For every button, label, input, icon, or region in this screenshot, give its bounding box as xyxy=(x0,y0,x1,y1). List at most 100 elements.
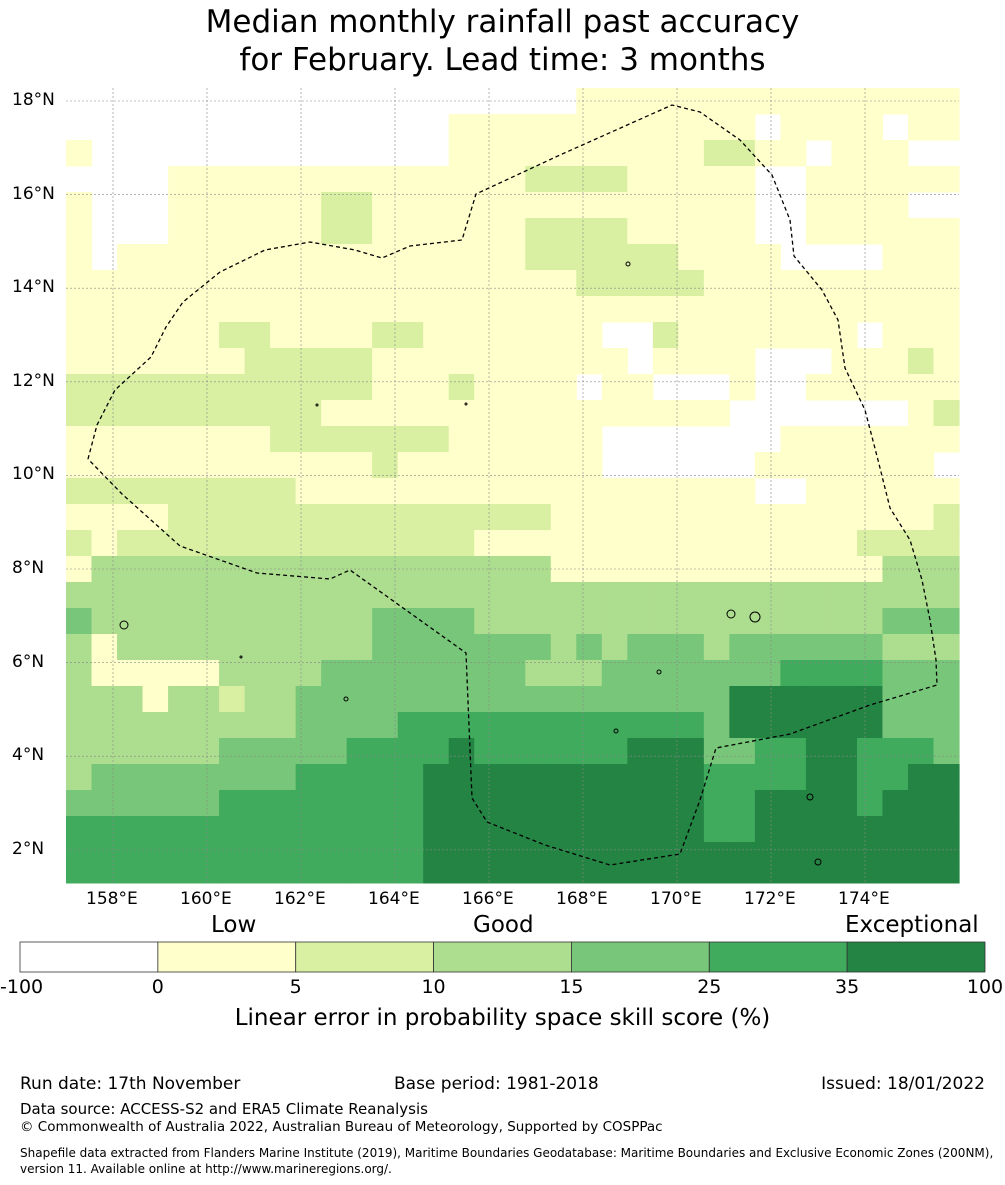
skill-cell xyxy=(678,322,705,349)
skill-cell xyxy=(66,530,93,557)
skill-cell xyxy=(550,114,577,141)
skill-cell xyxy=(270,322,297,349)
skill-cell xyxy=(754,868,781,884)
skill-cell xyxy=(168,452,195,479)
skill-cell xyxy=(754,296,781,323)
skill-cell xyxy=(474,244,501,271)
skill-cell xyxy=(372,296,399,323)
skill-cell xyxy=(550,244,577,271)
skill-cell xyxy=(193,582,220,609)
skill-cell xyxy=(754,712,781,739)
skill-cell xyxy=(907,166,935,193)
skill-cell xyxy=(856,270,884,297)
skill-cell xyxy=(882,868,909,884)
skill-cell xyxy=(91,322,118,349)
skill-cell xyxy=(66,738,93,765)
skill-cell xyxy=(933,686,960,713)
skill-cell xyxy=(831,218,858,245)
skill-cell xyxy=(678,608,705,635)
skill-cell xyxy=(831,478,858,505)
skill-cell xyxy=(831,140,858,167)
skill-cell xyxy=(525,426,552,453)
skill-cell xyxy=(244,842,271,869)
skill-cell xyxy=(397,322,424,349)
skill-cell xyxy=(780,686,807,713)
skill-cell xyxy=(66,582,93,609)
skill-cell xyxy=(168,426,195,453)
skill-cell xyxy=(346,166,373,193)
skill-cell xyxy=(907,478,935,505)
skill-cell xyxy=(831,608,858,635)
skill-cell xyxy=(321,842,348,869)
skill-cell xyxy=(397,218,424,245)
skill-cell xyxy=(193,842,220,869)
skill-cell xyxy=(219,478,246,505)
skill-cell xyxy=(780,322,807,349)
skill-cell xyxy=(729,218,756,245)
skill-cell xyxy=(831,504,858,531)
skill-cell xyxy=(576,114,603,141)
skill-cell xyxy=(372,660,399,687)
skill-cell xyxy=(117,634,144,661)
skill-cell xyxy=(372,634,399,661)
skill-cell xyxy=(499,634,526,661)
skill-cell xyxy=(474,140,501,167)
skill-cell xyxy=(372,556,399,583)
skill-cell xyxy=(397,530,424,557)
skill-cell xyxy=(780,426,807,453)
island-outline xyxy=(814,858,822,866)
skill-cell xyxy=(168,764,195,791)
skill-cell xyxy=(423,322,450,349)
skill-cell xyxy=(474,712,501,739)
skill-cell xyxy=(525,608,552,635)
skill-cell xyxy=(91,270,118,297)
skill-cell xyxy=(91,400,118,427)
island-outline xyxy=(343,696,349,702)
skill-cell xyxy=(525,140,552,167)
skill-cell xyxy=(550,504,577,531)
skill-cell xyxy=(474,270,501,297)
colorbar-segment xyxy=(295,941,434,973)
skill-cell xyxy=(652,582,679,609)
skill-cell xyxy=(907,816,935,843)
skill-cell xyxy=(244,764,271,791)
skill-cell xyxy=(882,166,909,193)
skill-cell xyxy=(372,738,399,765)
skill-cell xyxy=(627,296,654,323)
skill-cell xyxy=(219,660,246,687)
island-outline xyxy=(315,403,319,407)
skill-cell xyxy=(117,868,144,884)
skill-cell xyxy=(168,296,195,323)
skill-cell xyxy=(703,218,730,245)
skill-cell xyxy=(882,478,909,505)
skill-cell xyxy=(117,400,144,427)
skill-cell xyxy=(193,738,220,765)
skill-cell xyxy=(168,790,195,817)
skill-cell xyxy=(703,764,730,791)
skill-cell xyxy=(193,686,220,713)
skill-cell xyxy=(321,712,348,739)
skill-cell xyxy=(754,738,781,765)
skill-cell xyxy=(219,608,246,635)
skill-cell xyxy=(91,478,118,505)
skill-cell xyxy=(346,504,373,531)
skill-cell xyxy=(474,478,501,505)
skill-cell xyxy=(270,816,297,843)
skill-cell xyxy=(372,218,399,245)
skill-cell xyxy=(856,816,884,843)
skill-cell xyxy=(346,738,373,765)
skill-cell xyxy=(831,270,858,297)
skill-cell xyxy=(499,582,526,609)
skill-cell xyxy=(295,530,322,557)
skill-cell xyxy=(933,400,960,427)
skill-cell xyxy=(270,712,297,739)
skill-cell xyxy=(499,842,526,869)
skill-cell xyxy=(550,530,577,557)
skill-cell xyxy=(117,842,144,869)
skill-cell xyxy=(780,842,807,869)
skill-cell xyxy=(66,400,93,427)
skill-cell xyxy=(117,608,144,635)
skill-cell xyxy=(550,478,577,505)
skill-cell xyxy=(550,660,577,687)
skill-cell xyxy=(117,426,144,453)
